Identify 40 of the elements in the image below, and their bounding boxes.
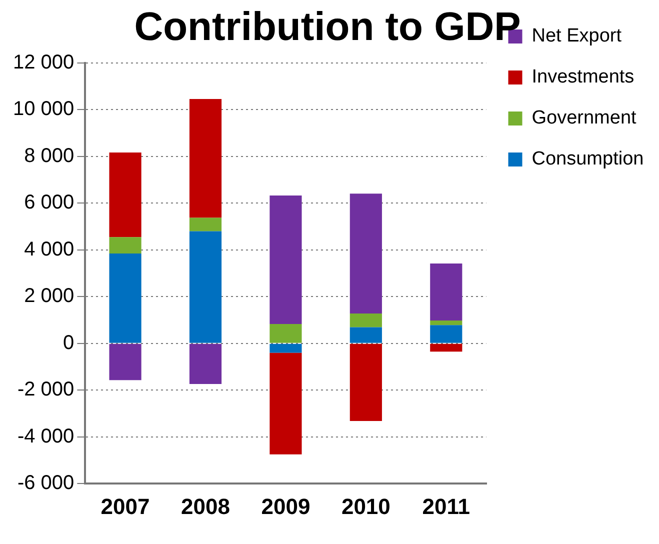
bar [350,313,382,328]
bar [350,327,382,343]
bar [189,98,222,218]
bar [430,320,462,326]
bar [109,344,142,380]
bar [430,325,462,343]
y-tick-label: 6 000 [24,192,74,214]
y-tick-label: 12 000 [13,52,74,74]
bar [109,152,142,238]
y-tick-label: 8 000 [24,144,74,167]
bar [270,352,302,454]
bar [270,195,302,324]
bar [189,231,222,343]
bar [109,253,142,343]
legend-label: Investments [532,66,634,88]
legend-label: Consumption [532,148,644,170]
legend-label: Net Export [532,26,622,47]
y-tick-label: 4 000 [24,238,74,260]
y-tick-label: -4 000 [17,425,74,448]
bar [350,344,382,421]
y-tick-label: -2 000 [17,378,74,401]
bar [430,263,462,320]
x-tick-label: 2007 [100,494,150,519]
bar [270,344,302,353]
x-tick-label: 2010 [341,494,390,519]
y-tick-label: 0 [63,332,74,354]
bar [350,194,382,314]
bar [109,237,142,254]
x-tick-label: 2011 [422,494,470,519]
bar [189,218,222,232]
y-tick-label: -6 000 [17,472,74,494]
y-tick-label: 10 000 [13,98,74,120]
bar [270,324,302,343]
legend-label: Government [532,108,638,129]
bar [189,344,222,384]
x-tick-label: 2009 [261,494,310,519]
y-tick-label: 2 000 [24,285,74,308]
chart-title: Contribution to GDP [134,5,521,50]
bar [430,344,462,352]
x-tick-label: 2008 [181,494,230,519]
